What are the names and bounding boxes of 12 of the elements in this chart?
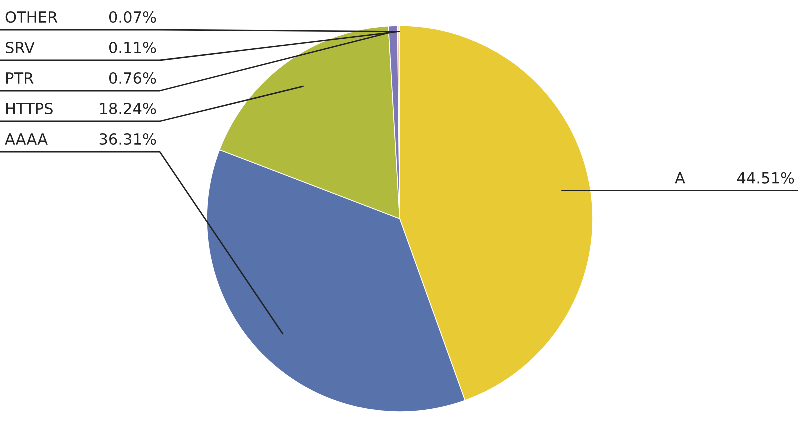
- slice-label: AAAA: [5, 134, 48, 145]
- slice-label: HTTPS: [6, 102, 53, 115]
- data-label: 0.11%: [109, 42, 156, 54]
- data-label: 18.24%: [100, 102, 156, 115]
- slice-label: OTHER: [6, 11, 58, 24]
- data-label: 44.51%: [737, 172, 794, 184]
- slice-label: PTR: [6, 72, 34, 84]
- data-label: 0.76%: [109, 72, 156, 84]
- data-label: 0.07%: [109, 11, 156, 24]
- data-label: 36.31%: [100, 133, 156, 146]
- slice-label: A: [675, 172, 686, 184]
- slice-label: SRV: [6, 42, 35, 54]
